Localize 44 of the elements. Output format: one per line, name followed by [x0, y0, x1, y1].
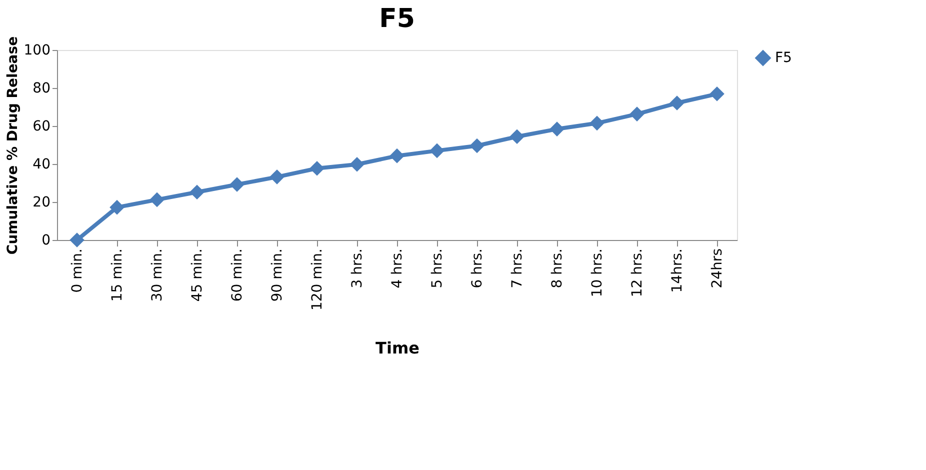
x-axis-title: Time — [376, 338, 420, 358]
x-tick-label: 6 hrs. — [470, 248, 486, 288]
x-tick-label: 60 min. — [230, 248, 246, 302]
y-tick-label: 100 — [24, 42, 50, 58]
y-tick-label: 80 — [32, 80, 50, 96]
point — [70, 232, 84, 248]
point — [310, 160, 324, 176]
point — [630, 106, 644, 122]
point — [190, 184, 204, 200]
x-tick-label: 0 min. — [70, 248, 86, 293]
x-tick-label: 90 min. — [270, 248, 286, 302]
point — [390, 148, 404, 164]
point — [470, 138, 484, 154]
point — [270, 170, 284, 184]
x-tick-label: 24hrs — [710, 248, 726, 288]
point — [510, 129, 524, 144]
x-tick-label: 12 hrs. — [630, 248, 646, 298]
point — [110, 200, 124, 215]
chart-title: F5 — [379, 4, 415, 34]
point — [550, 122, 564, 136]
x-tick-label: 10 hrs. — [590, 248, 606, 298]
x-tick-label: 30 min. — [150, 248, 166, 302]
point — [710, 86, 724, 102]
x-tick-label: 45 min. — [190, 248, 206, 302]
x-tick-label: 5 hrs. — [430, 248, 446, 288]
x-tick-label: 3 hrs. — [350, 248, 366, 288]
y-tick-label: 60 — [32, 118, 50, 134]
y-axis-title: Cumulative % Drug Release — [4, 36, 21, 255]
point — [350, 156, 364, 172]
point — [670, 96, 684, 110]
x-tick-label: 120 min. — [310, 248, 326, 311]
x-tick-label: 7 hrs. — [510, 248, 526, 288]
x-tick-label: 8 hrs. — [550, 248, 566, 288]
x-tick-label: 14hrs. — [670, 248, 686, 293]
y-tick-label: 20 — [32, 194, 50, 210]
point — [150, 192, 164, 208]
point — [230, 177, 244, 192]
x-tick-label: 15 min. — [110, 248, 126, 302]
y-tick-label: 40 — [32, 156, 50, 172]
point — [430, 143, 444, 158]
y-tick-label: 0 — [42, 232, 50, 248]
legend-label: F5 — [775, 50, 792, 66]
point — [590, 116, 604, 131]
x-tick-label: 4 hrs. — [390, 248, 406, 288]
